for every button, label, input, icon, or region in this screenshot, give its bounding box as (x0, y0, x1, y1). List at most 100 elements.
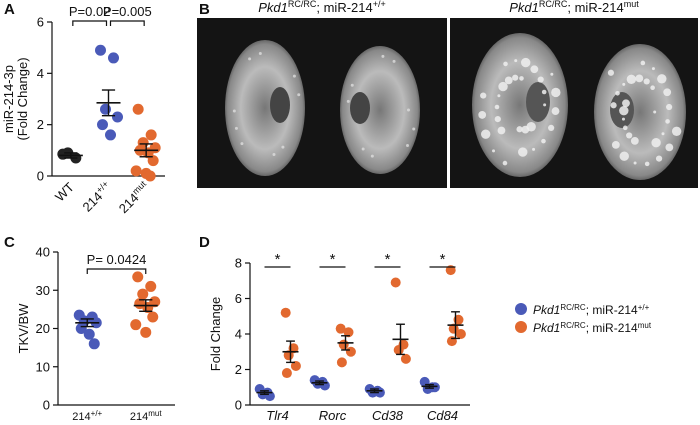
y-axis-label: Fold Change (208, 297, 223, 371)
cyst (297, 93, 301, 97)
annotation: P=0.005 (103, 4, 152, 19)
data-point (108, 52, 119, 64)
cyst (621, 117, 625, 121)
data-point (132, 271, 144, 283)
y-tick-label: 0 (37, 169, 44, 184)
cyst (258, 52, 262, 56)
data-point (130, 319, 142, 331)
cyst (407, 108, 410, 112)
cyst (370, 154, 374, 158)
cyst (412, 127, 416, 131)
text-part: ; miR-214 (316, 0, 372, 15)
image-title: Pkd1RC/RC; miR-214+/+ (258, 0, 386, 15)
text-part: ; miR-214 (586, 321, 638, 335)
cyst (504, 76, 513, 85)
cyst (516, 126, 523, 133)
text-part: Pkd1 (533, 321, 560, 335)
cyst (626, 132, 633, 139)
y-tick-label: 20 (36, 321, 50, 336)
text-part: Pkd1 (533, 303, 560, 317)
cyst (478, 111, 487, 119)
data-point (142, 301, 154, 313)
kidney (340, 46, 420, 174)
cyst (543, 103, 547, 107)
cyst (663, 88, 672, 97)
cysts (232, 52, 682, 167)
data-point (390, 277, 401, 288)
significance-bracket (72, 20, 108, 26)
text-part: 214 (130, 411, 148, 423)
data-point (335, 323, 346, 334)
kidney (225, 40, 305, 176)
cyst (480, 92, 487, 99)
x-tick-label: Cd84 (427, 408, 458, 423)
data-point (336, 357, 347, 368)
text-part: ; miR-214 (567, 0, 623, 15)
cyst (633, 161, 637, 165)
cyst (503, 61, 508, 67)
data-point (455, 329, 466, 339)
data-point (147, 155, 159, 167)
x-tick-label: WT (52, 179, 77, 204)
kidney-hilum (350, 92, 370, 124)
cyst (665, 119, 670, 124)
data-point (137, 288, 149, 300)
data-point (130, 165, 142, 177)
data-point (343, 327, 354, 338)
data-point (338, 339, 349, 350)
data-point (140, 326, 152, 338)
superscript: mut (638, 321, 652, 330)
cyst (651, 67, 655, 71)
y-tick-label: 40 (36, 245, 50, 260)
superscript: mut (624, 0, 640, 9)
cyst (635, 74, 644, 83)
cyst (272, 152, 276, 156)
image-title: Pkd1RC/RC; miR-214mut (509, 0, 639, 15)
kidney-hilum (270, 87, 290, 123)
text-part: Pkd1 (509, 0, 539, 15)
y-tick-label: 8 (235, 256, 242, 271)
cyst (512, 74, 519, 81)
cyst (240, 142, 244, 146)
data-point (147, 311, 159, 323)
cyst (626, 74, 637, 85)
legend-entry: Pkd1RC/RC; miR-214mut (533, 321, 652, 336)
cyst (519, 76, 524, 81)
x-tick-label: 214mut (130, 409, 162, 424)
cyst (481, 129, 491, 139)
cyst (521, 125, 530, 134)
data-point (290, 360, 301, 371)
cyst (346, 99, 350, 103)
y-tick-label: 30 (36, 283, 50, 298)
data-point (393, 344, 404, 355)
x-tick-label: 214+/+ (79, 179, 115, 215)
significance-bracket (86, 268, 147, 274)
data-point (95, 44, 106, 56)
text-part: WT (52, 179, 77, 204)
cyst (232, 109, 236, 113)
data-point (105, 129, 116, 141)
cyst (615, 90, 620, 96)
data-point (75, 323, 87, 334)
cyst (292, 74, 296, 78)
superscript: mut (148, 409, 162, 418)
cyst (248, 57, 252, 61)
cyst (657, 74, 667, 84)
cyst (551, 107, 560, 115)
data-point (281, 368, 292, 379)
superscript: RC/RC (560, 303, 586, 312)
annotation: * (330, 251, 336, 268)
legend-marker (515, 303, 527, 315)
data-point (100, 103, 111, 115)
annotation: * (440, 251, 446, 268)
panel-label: A (4, 1, 15, 18)
annotation: * (385, 251, 391, 268)
cyst (653, 110, 657, 114)
mri-images (197, 18, 698, 188)
data-point (400, 353, 411, 364)
x-tick-label: 214mut (115, 178, 153, 216)
cyst (392, 59, 396, 63)
data-point (283, 350, 294, 361)
cyst (541, 89, 547, 95)
